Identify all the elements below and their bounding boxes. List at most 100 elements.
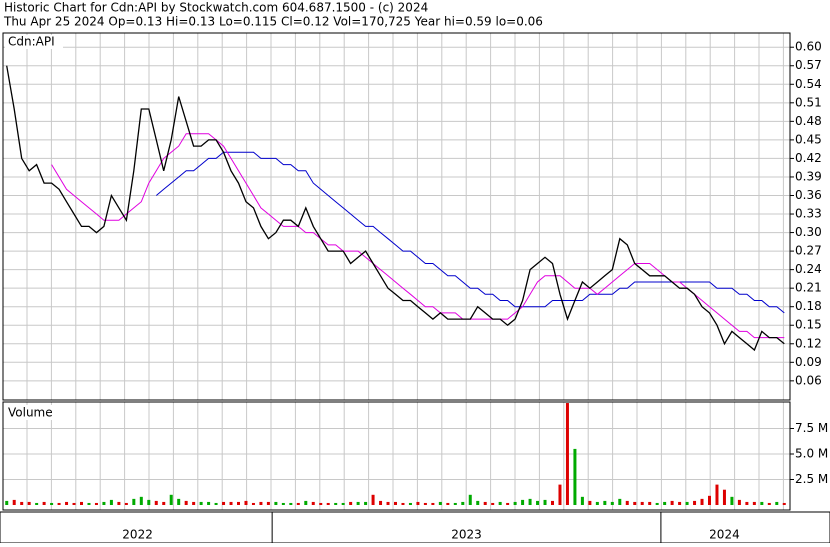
volume-bar [147, 499, 151, 505]
volume-bar [708, 495, 711, 505]
volume-bar [693, 500, 697, 505]
volume-bar [349, 501, 353, 505]
volume-bar [394, 501, 397, 505]
volume-bar [5, 500, 9, 505]
moving-average [51, 133, 785, 339]
volume-bar [670, 500, 674, 505]
y-tick-label: 0.21 [795, 281, 822, 295]
y-tick-label: 0.48 [795, 114, 822, 128]
volume-bar [35, 502, 39, 505]
volume-bar [169, 494, 173, 505]
x-tick-label: 2023 [451, 528, 482, 542]
volume-bar [476, 500, 480, 505]
volume-bar [117, 501, 121, 505]
volume-bar [543, 499, 547, 505]
y-tick-label: 0.45 [795, 132, 822, 146]
y-tick-label: 0.54 [795, 77, 822, 91]
volume-bar [102, 501, 106, 505]
volume-bar [72, 502, 76, 505]
volume-bar [184, 500, 188, 505]
x-tick-label: 2022 [122, 528, 153, 542]
marks [5, 65, 786, 505]
y-tick-label: 0.39 [795, 169, 822, 183]
volume-bar [678, 501, 682, 505]
volume-bar [468, 494, 472, 505]
volume-bar [42, 501, 46, 505]
volume-label: Volume [8, 406, 53, 420]
y-tick-label: 0.27 [795, 244, 822, 258]
volume-bar [536, 500, 540, 505]
volume-bar [304, 500, 308, 505]
volume-bar [700, 498, 704, 505]
volume-bar [760, 501, 764, 505]
price-label: Cdn:API [8, 35, 55, 49]
volume-bar [251, 502, 255, 505]
volume-bar [379, 500, 383, 505]
volume-bar [237, 501, 240, 505]
volume-bar [132, 498, 136, 505]
volume-bar [745, 501, 749, 505]
volume-bar [87, 502, 91, 505]
y-tick-label: 0.24 [795, 262, 822, 276]
price-panel [2, 32, 791, 401]
volume-bar [177, 498, 181, 505]
volume-bar [50, 502, 54, 505]
volume-bar [326, 502, 330, 505]
volume-bar [685, 501, 689, 505]
volume-bar [207, 501, 211, 505]
volume-bar [446, 502, 450, 505]
volume-bar [27, 501, 31, 505]
v-tick-label: 5.0 M [795, 447, 828, 461]
volume-bar [595, 501, 599, 505]
volume-bar [573, 448, 577, 505]
volume-bar [319, 502, 323, 505]
volume-bar [640, 501, 644, 505]
volume-bar [498, 501, 502, 505]
y-tick-label: 0.42 [795, 151, 822, 165]
volume-bar [737, 499, 741, 505]
volume-bar [722, 489, 726, 505]
y-tick-label: 0.30 [795, 225, 822, 239]
volume-bar [12, 499, 16, 505]
volume-bar [334, 502, 338, 505]
volume-bar [192, 501, 196, 505]
price-line [6, 65, 785, 352]
y-tick-label: 0.15 [795, 318, 822, 332]
volume-bar [483, 501, 487, 505]
y-tick-label: 0.12 [795, 336, 822, 350]
volume-bar [767, 502, 771, 505]
volume-bar [423, 502, 427, 505]
volume-bar [655, 502, 659, 505]
volume-panel [2, 401, 791, 511]
volume-bar [57, 502, 61, 505]
volume-bar [775, 501, 779, 505]
volume-bar [782, 502, 786, 505]
volume-bar [663, 501, 667, 505]
volume-bar [199, 501, 203, 505]
volume-bar [588, 500, 592, 505]
volume-bar [80, 501, 83, 505]
volume-bar [266, 501, 270, 505]
volume-bar [281, 502, 285, 505]
y-tick-label: 0.06 [795, 373, 822, 387]
label-bg [5, 405, 57, 420]
volume-bar [311, 501, 315, 505]
volume-bar [364, 501, 368, 505]
volume-bar [752, 501, 756, 505]
volume-bar [453, 502, 457, 505]
grid [3, 33, 794, 510]
volume-bar [438, 501, 442, 505]
volume-bar [94, 502, 98, 505]
volume-bar [580, 496, 584, 505]
volume-bar [139, 496, 143, 505]
volume-bar [296, 502, 300, 505]
x-tick-label: 2024 [709, 528, 740, 542]
volume-bar [386, 501, 390, 505]
volume-bar [229, 501, 233, 505]
y-tick-label: 0.36 [795, 188, 822, 202]
volume-bar [506, 502, 510, 505]
volume-bar [401, 502, 405, 505]
chart-title: Historic Chart for Cdn:API by Stockwatch… [4, 1, 428, 15]
volume-bar [521, 499, 525, 505]
